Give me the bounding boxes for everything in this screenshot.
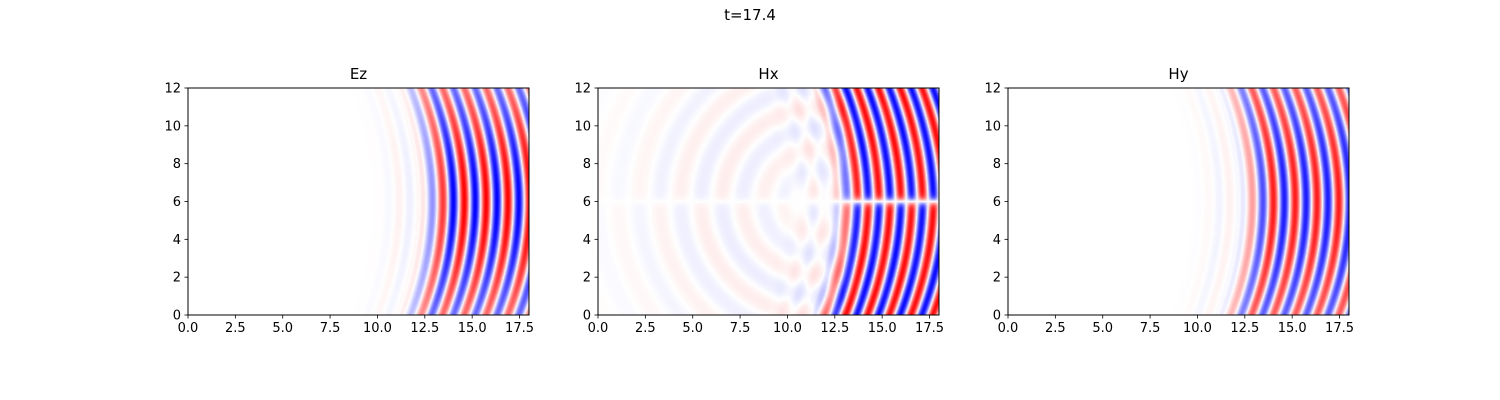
hy-ytick-label: 10	[984, 119, 1001, 134]
hx-xtick-label: 10.0	[773, 321, 802, 336]
hx-xtick-label: 7.5	[730, 321, 751, 336]
hy-xtick-label: 17.5	[1325, 321, 1354, 336]
ez-ytick-label: 4	[173, 233, 181, 248]
hx-xtick-label: 2.5	[635, 321, 656, 336]
hx-panel: Hx 0.0 2.5 5.0 7.5 10.0 12.5 15.0 17.5 0 2 4 6 8 10 12	[574, 65, 944, 336]
hy-field-image	[1008, 88, 1349, 315]
hy-xtick-label: 12.5	[1230, 321, 1259, 336]
hx-ticks: 0.0 2.5 5.0 7.5 10.0 12.5 15.0 17.5 0 2 4 6 8 10 12	[574, 82, 944, 337]
hx-ytick-label: 6	[583, 195, 591, 210]
hx-ytick-label: 10	[574, 119, 591, 134]
ez-xtick-label: 7.5	[320, 321, 341, 336]
ez-field-raster	[188, 88, 529, 315]
ez-xtick-label: 17.5	[505, 321, 534, 336]
hy-xtick-label: 5.0	[1092, 321, 1113, 336]
figure-suptitle: t=17.4	[724, 6, 776, 24]
ez-panel: Ez 0.0 2.5 5.0 7.5 10.0 12.5 15.0 17.5 0 2 4 6 8 10 12	[164, 65, 534, 336]
hy-ytick-label: 8	[993, 157, 1001, 172]
ez-ytick-label: 12	[164, 82, 181, 97]
hx-xtick-label: 17.5	[915, 321, 944, 336]
hx-ytick-label: 4	[583, 233, 591, 248]
ez-ytick-label: 0	[173, 309, 181, 324]
hy-ytick-label: 2	[993, 271, 1001, 286]
hx-xtick-label: 15.0	[868, 321, 897, 336]
ez-xtick-label: 15.0	[458, 321, 487, 336]
hy-ytick-label: 4	[993, 233, 1001, 248]
hy-xtick-label: 15.0	[1278, 321, 1307, 336]
hy-xtick-label: 10.0	[1183, 321, 1212, 336]
hy-ytick-label: 12	[984, 82, 1001, 97]
ez-xtick-label: 10.0	[363, 321, 392, 336]
ez-ytick-label: 8	[173, 157, 181, 172]
hx-ytick-label: 12	[574, 82, 591, 97]
hx-ytick-label: 2	[583, 271, 591, 286]
hy-ytick-label: 6	[993, 195, 1001, 210]
hx-field-raster	[598, 88, 939, 315]
hy-xtick-label: 7.5	[1140, 321, 1161, 336]
ez-xtick-label: 2.5	[225, 321, 246, 336]
hx-panel-title: Hx	[758, 65, 778, 83]
ez-field-image	[188, 88, 529, 315]
ez-ytick-label: 6	[173, 195, 181, 210]
ez-ytick-label: 2	[173, 271, 181, 286]
ez-xtick-label: 0.0	[178, 321, 199, 336]
hy-xtick-label: 2.5	[1045, 321, 1066, 336]
ez-ticks: 0.0 2.5 5.0 7.5 10.0 12.5 15.0 17.5 0 2 4 6 8 10 12	[164, 82, 534, 337]
hy-xtick-label: 0.0	[998, 321, 1019, 336]
hx-ytick-label: 0	[583, 309, 591, 324]
ez-ytick-label: 10	[164, 119, 181, 134]
hy-ytick-label: 0	[993, 309, 1001, 324]
hy-field-raster	[1008, 88, 1349, 315]
hy-ticks: 0.0 2.5 5.0 7.5 10.0 12.5 15.0 17.5 0 2 4 6 8 10 12	[984, 82, 1354, 337]
ez-xtick-label: 12.5	[410, 321, 439, 336]
hx-xtick-label: 0.0	[588, 321, 609, 336]
ez-xtick-label: 5.0	[272, 321, 293, 336]
hx-field-image	[598, 88, 939, 315]
hy-panel-title: Hy	[1168, 65, 1188, 83]
hx-xtick-label: 12.5	[820, 321, 849, 336]
hy-panel: Hy 0.0 2.5 5.0 7.5 10.0 12.5 15.0 17.5 0 2 4 6 8 10 12	[984, 65, 1354, 336]
ez-panel-title: Ez	[350, 65, 367, 83]
hx-xtick-label: 5.0	[682, 321, 703, 336]
hx-ytick-label: 8	[583, 157, 591, 172]
